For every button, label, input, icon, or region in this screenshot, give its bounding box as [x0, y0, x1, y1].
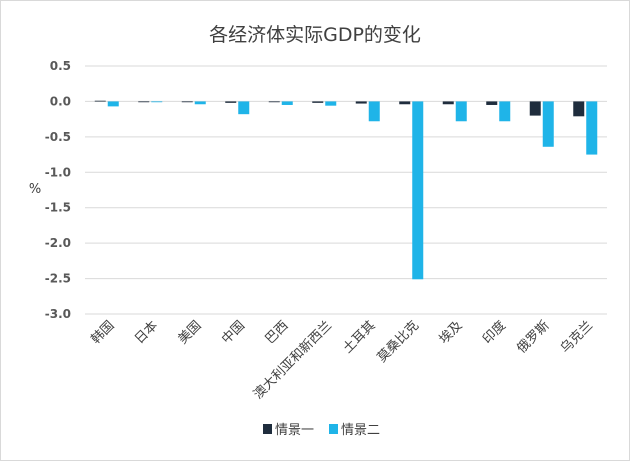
- legend-swatch: [263, 424, 272, 434]
- x-tick-label: 日本: [132, 318, 161, 347]
- x-tick-label: 土耳其: [340, 318, 378, 356]
- bar-scenario1: [442, 101, 454, 105]
- x-tick-label: 巴西: [263, 318, 292, 347]
- x-tick-label: 乌克兰: [557, 318, 596, 357]
- bar-scenario2: [194, 101, 206, 105]
- bar-scenario2: [238, 101, 250, 115]
- gridlines: [85, 65, 607, 315]
- y-tick-label: -3.0: [45, 307, 71, 321]
- bar-scenario2: [499, 101, 511, 122]
- x-tick-label: 埃及: [437, 318, 466, 347]
- x-tick-label: 莫桑比克: [375, 318, 422, 365]
- bar-scenario1: [355, 101, 367, 104]
- y-tick-label: -0.5: [45, 130, 71, 144]
- bar-scenario1: [486, 101, 498, 105]
- bar-scenario1: [181, 101, 193, 103]
- bar-scenario2: [455, 101, 467, 122]
- bar-scenario2: [281, 101, 293, 105]
- x-tick-label: 印度: [479, 318, 509, 348]
- legend: 情景一 情景二: [263, 423, 380, 438]
- bar-scenario1: [312, 101, 324, 103]
- bar-scenario2: [151, 101, 163, 103]
- x-tick-label: 韩国: [89, 318, 118, 347]
- bar-scenario2: [412, 101, 424, 280]
- bar-scenario1: [573, 101, 585, 117]
- bar-scenario1: [268, 101, 280, 103]
- bar-scenario1: [94, 100, 106, 102]
- y-axis-ticks: 0.5 0.0 -0.5 -1.0 -1.5 -2.0 -2.5 -3.0: [45, 59, 71, 321]
- y-tick-label: -2.5: [45, 272, 71, 286]
- y-tick-label: 0.0: [50, 94, 71, 108]
- y-axis-label: %: [29, 182, 41, 197]
- bar-scenario2: [107, 101, 119, 107]
- bar-scenario2: [586, 101, 598, 155]
- bar-scenario1: [225, 101, 237, 103]
- bar-scenario1: [399, 101, 411, 105]
- bars: [94, 100, 598, 280]
- y-tick-label: -2.0: [45, 236, 71, 250]
- y-tick-label: -1.0: [45, 165, 71, 179]
- legend-swatch: [329, 424, 338, 434]
- legend-label: 情景一: [275, 423, 314, 438]
- chart-title: 各经济体实际GDP的变化: [209, 24, 421, 46]
- bar-scenario1: [529, 101, 541, 116]
- legend-label: 情景二: [341, 423, 380, 438]
- bar-scenario2: [368, 101, 380, 122]
- x-tick-label: 美国: [176, 318, 205, 347]
- bar-scenario1: [138, 101, 150, 103]
- x-tick-label: 中国: [219, 318, 248, 347]
- bar-scenario2: [542, 101, 554, 147]
- x-tick-label: 俄罗斯: [514, 318, 552, 356]
- y-tick-label: -1.5: [45, 201, 71, 215]
- bar-scenario2: [325, 101, 337, 106]
- y-tick-label: 0.5: [50, 59, 71, 73]
- x-tick-label: 澳大利亚和新西兰: [250, 318, 335, 403]
